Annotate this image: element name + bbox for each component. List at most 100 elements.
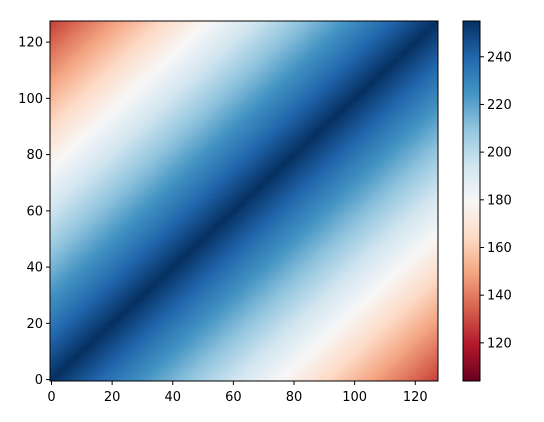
heatmap-cell — [120, 297, 123, 300]
heatmap-cell — [368, 336, 371, 339]
heatmap-cell — [265, 370, 268, 373]
heatmap-cell — [223, 308, 226, 311]
heatmap-cell — [371, 311, 374, 314]
heatmap-cell — [320, 339, 323, 342]
heatmap-cell — [302, 297, 305, 300]
heatmap-cell — [429, 353, 432, 356]
heatmap-cell — [174, 316, 177, 319]
heatmap-cell — [132, 280, 135, 283]
heatmap-cell — [293, 322, 296, 325]
heatmap-cell — [171, 297, 174, 300]
heatmap-cell — [405, 308, 408, 311]
heatmap-cell — [302, 330, 305, 333]
heatmap-cell — [365, 297, 368, 300]
heatmap-cell — [202, 328, 205, 331]
heatmap-cell — [426, 353, 429, 356]
heatmap-cell — [432, 370, 435, 373]
heatmap-cell — [189, 297, 192, 300]
heatmap-cell — [277, 283, 280, 286]
heatmap-cell — [123, 288, 126, 291]
heatmap-cell — [250, 359, 253, 362]
heatmap-cell — [347, 353, 350, 356]
heatmap-cell — [86, 288, 89, 291]
heatmap-cell — [253, 350, 256, 353]
heatmap-cell — [53, 271, 56, 274]
heatmap-cell — [362, 353, 365, 356]
heatmap-cell — [89, 359, 92, 362]
heatmap-cell — [141, 325, 144, 328]
heatmap-cell — [302, 285, 305, 288]
heatmap-cell — [374, 322, 377, 325]
heatmap-cell — [338, 271, 341, 274]
heatmap-cell — [217, 325, 220, 328]
heatmap-cell — [165, 288, 168, 291]
heatmap-cell — [399, 370, 402, 373]
heatmap-cell — [196, 319, 199, 322]
heatmap-cell — [229, 322, 232, 325]
heatmap-cell — [338, 319, 341, 322]
heatmap-cell — [186, 364, 189, 367]
heatmap-cell — [341, 370, 344, 373]
heatmap-cell — [429, 361, 432, 364]
heatmap-cell — [414, 325, 417, 328]
heatmap-cell — [120, 364, 123, 367]
heatmap-cell — [226, 375, 229, 378]
heatmap-cell — [56, 330, 59, 333]
heatmap-cell — [341, 294, 344, 297]
heatmap-cell — [105, 322, 108, 325]
heatmap-cell — [196, 314, 199, 317]
heatmap-cell — [92, 344, 95, 347]
heatmap-cell — [296, 274, 299, 277]
heatmap-cell — [247, 299, 250, 302]
heatmap-cell — [62, 291, 65, 294]
heatmap-cell — [217, 308, 220, 311]
heatmap-cell — [59, 356, 62, 359]
heatmap-cell — [368, 361, 371, 364]
heatmap-cell — [396, 325, 399, 328]
heatmap-cell — [159, 339, 162, 342]
heatmap-cell — [393, 336, 396, 339]
heatmap-cell — [232, 274, 235, 277]
heatmap-cell — [80, 353, 83, 356]
heatmap-cell — [383, 344, 386, 347]
heatmap-cell — [168, 302, 171, 305]
heatmap-cell — [183, 305, 186, 308]
heatmap-cell — [171, 375, 174, 378]
heatmap-cell — [80, 373, 83, 376]
heatmap-cell — [95, 277, 98, 280]
heatmap-cell — [280, 361, 283, 364]
heatmap-cell — [377, 288, 380, 291]
heatmap-cell — [59, 291, 62, 294]
heatmap-cell — [105, 359, 108, 362]
heatmap-cell — [214, 350, 217, 353]
heatmap-cell — [235, 370, 238, 373]
heatmap-cell — [259, 280, 262, 283]
heatmap-cell — [202, 339, 205, 342]
heatmap-cell — [220, 322, 223, 325]
heatmap-cell — [159, 347, 162, 350]
heatmap-cell — [377, 271, 380, 274]
heatmap-cell — [205, 353, 208, 356]
heatmap-cell — [74, 271, 77, 274]
heatmap-cell — [332, 375, 335, 378]
heatmap-cell — [205, 277, 208, 280]
heatmap-cell — [265, 316, 268, 319]
heatmap-cell — [80, 333, 83, 336]
heatmap-cell — [95, 364, 98, 367]
heatmap-cell — [83, 291, 86, 294]
heatmap-cell — [123, 274, 126, 277]
heatmap-cell — [420, 375, 423, 378]
heatmap-cell — [241, 361, 244, 364]
heatmap-cell — [117, 322, 120, 325]
heatmap-cell — [180, 319, 183, 322]
heatmap-cell — [262, 299, 265, 302]
heatmap-cell — [402, 347, 405, 350]
heatmap-cell — [171, 294, 174, 297]
heatmap-cell — [402, 319, 405, 322]
heatmap-cell — [53, 339, 56, 342]
heatmap-cell — [199, 328, 202, 331]
heatmap-cell — [320, 302, 323, 305]
heatmap-cell — [359, 274, 362, 277]
heatmap-cell — [353, 322, 356, 325]
heatmap-cell — [229, 311, 232, 314]
